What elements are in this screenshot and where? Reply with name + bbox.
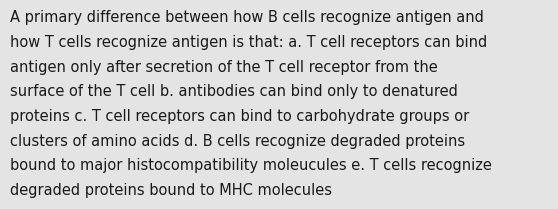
Text: degraded proteins bound to MHC molecules: degraded proteins bound to MHC molecules [10, 183, 332, 198]
Text: A primary difference between how B cells recognize antigen and: A primary difference between how B cells… [10, 10, 484, 25]
Text: antigen only after secretion of the T cell receptor from the: antigen only after secretion of the T ce… [10, 60, 438, 75]
Text: surface of the T cell b. antibodies can bind only to denatured: surface of the T cell b. antibodies can … [10, 84, 458, 99]
Text: how T cells recognize antigen is that: a. T cell receptors can bind: how T cells recognize antigen is that: a… [10, 35, 487, 50]
Text: clusters of amino acids d. B cells recognize degraded proteins: clusters of amino acids d. B cells recog… [10, 134, 465, 149]
Text: bound to major histocompatibility moleucules e. T cells recognize: bound to major histocompatibility moleuc… [10, 158, 492, 173]
Text: proteins c. T cell receptors can bind to carbohydrate groups or: proteins c. T cell receptors can bind to… [10, 109, 469, 124]
